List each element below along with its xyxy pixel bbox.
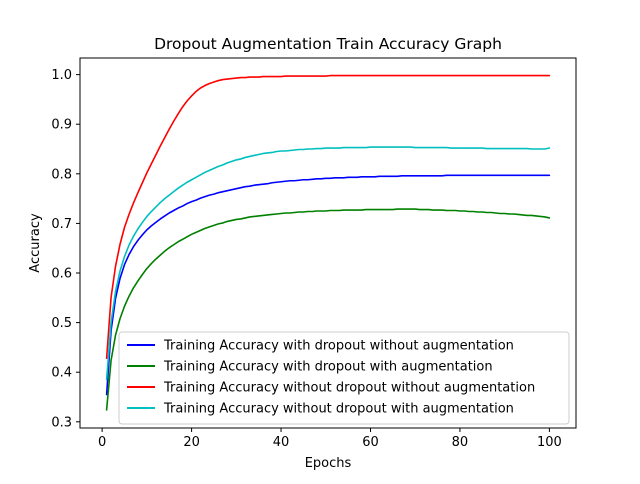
plot-frame [79,57,577,429]
x-tick-label: 80 [452,435,469,450]
y-tick-label: 0.4 [51,366,72,381]
chart-title: Dropout Augmentation Train Accuracy Grap… [154,35,502,53]
x-tick-label: 100 [537,435,562,450]
y-tick-label: 0.3 [51,415,72,430]
series-line-2 [105,208,551,411]
series-line-3 [105,74,551,360]
y-tick-label: 0.7 [51,217,72,232]
legend-label-2: Training Accuracy with dropout with augm… [163,360,493,375]
y-axis: 0.3 0.4 0.5 0.6 0.7 0.8 0.9 1.0 [51,68,80,430]
x-tick-label: 60 [362,435,379,450]
x-axis-label: Epochs [305,456,352,471]
series-line-1 [105,174,551,396]
x-tick-label: 20 [183,435,200,450]
y-tick-label: 0.9 [51,118,72,133]
legend-label-1: Training Accuracy with dropout without a… [163,339,514,354]
series-line-4 [105,146,551,381]
legend-label-3: Training Accuracy without dropout withou… [163,381,535,396]
x-tick-label: 40 [273,435,290,450]
y-tick-label: 0.5 [51,316,72,331]
y-tick-label: 1.0 [51,68,72,83]
y-tick-label: 0.6 [51,267,72,282]
y-axis-label: Accuracy [28,213,43,273]
plot-lines [105,74,551,411]
x-axis: 0 20 40 60 80 100 [98,428,562,450]
x-tick-label: 0 [98,435,106,450]
legend-label-4: Training Accuracy without dropout with a… [163,402,514,417]
legend: Training Accuracy with dropout without a… [118,331,570,425]
y-tick-label: 0.8 [51,167,72,182]
legend-frame [118,331,570,425]
